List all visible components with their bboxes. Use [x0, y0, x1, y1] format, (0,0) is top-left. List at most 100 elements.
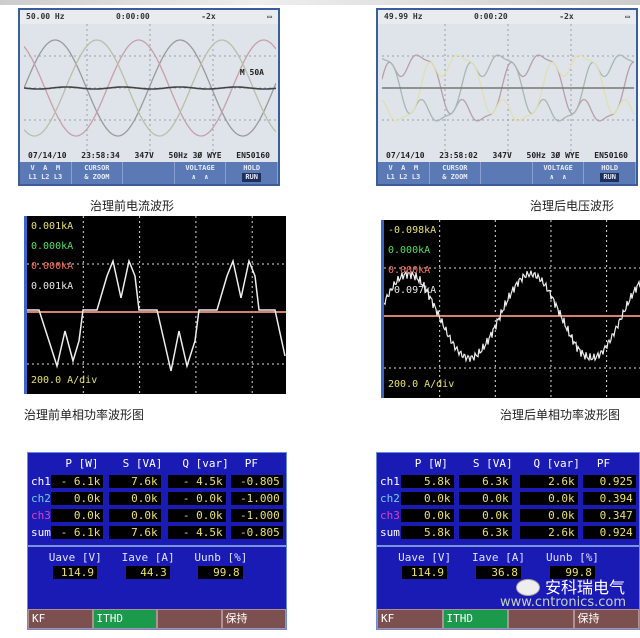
- channel-readout-3: 0.000kA: [388, 265, 431, 276]
- cell-s: 0.0k: [458, 492, 512, 505]
- cropped-header-strip: [0, 0, 640, 5]
- cell-p: 0.0k: [51, 509, 104, 522]
- cell-q: 2.6k: [519, 526, 578, 539]
- current-trace: [27, 258, 286, 372]
- info-std: EN50160: [594, 151, 628, 160]
- info-line: 07/14/10 23:58:02 347V 50Hz 3Ø WYE EN50160: [378, 151, 636, 162]
- channel-readout-1: -0.098kA: [388, 225, 437, 236]
- average-value: 114.9: [52, 566, 97, 579]
- channel-readout-4: 0.001kA: [31, 281, 74, 292]
- function-key-2[interactable]: [508, 609, 574, 629]
- average-header: Uave [V] Iave [A] Uunb [%]: [28, 551, 286, 566]
- info-config: 50Hz 3Ø WYE: [168, 151, 222, 160]
- cell-q: - 4.5k: [168, 475, 226, 488]
- function-key-3[interactable]: 保持: [573, 609, 639, 629]
- info-clock: 23:58:34: [81, 151, 120, 160]
- softkey-4[interactable]: HOLD RUN: [584, 162, 636, 184]
- table-row: ch3 0.0k 0.0k 0.0k 0.347: [377, 509, 639, 524]
- column-header: PF: [244, 457, 259, 470]
- channel-readout-2: 0.000kA: [388, 245, 431, 256]
- column-header: S [VA]: [472, 457, 513, 470]
- column-header: Q [var]: [182, 457, 229, 470]
- neutral-marker: M 50A: [239, 68, 264, 77]
- cell-s: 7.6k: [108, 526, 161, 539]
- function-key-1[interactable]: ITHD: [92, 609, 157, 629]
- cell-q: 0.0k: [519, 509, 578, 522]
- table-header: P [W] S [VA] Q [var] PF: [377, 457, 639, 471]
- cell-pf: 0.925: [582, 475, 636, 488]
- status-bar: 50.00 Hz 0:00:00 -2x ▭: [20, 10, 278, 24]
- cell-p: 0.0k: [400, 509, 454, 522]
- waveform-plot: [382, 24, 634, 152]
- cell-pf: 0.347: [582, 509, 636, 522]
- phase-voltage-trace: [382, 54, 634, 122]
- run-indicator: RUN: [242, 173, 261, 182]
- channel-readout-4: -0.097kA: [388, 285, 437, 296]
- power-table-before: P [W] S [VA] Q [var] PF ch1- 6.1k 7.6k - 4.5k -…: [27, 452, 287, 630]
- caption-power-wave-after: 治理后单相功率波形图: [500, 408, 621, 422]
- table-row: sum 5.8k 6.3k 2.6k 0.924: [377, 526, 639, 541]
- softkey-0[interactable]: V A M L1 L2 L3: [378, 162, 430, 184]
- function-key-bar: KF ITHD 保持: [377, 609, 639, 629]
- table-row: ch2 0.0k 0.0k - 0.0k -1.000: [28, 492, 286, 507]
- power-wave-before-scope: 0.001kA 0.000kA 0.000kA 0.001kA 200.0 A/div: [24, 216, 286, 394]
- softkey-0[interactable]: V A M L1 L2 L3: [20, 162, 72, 184]
- softkey-1[interactable]: CURSOR & ZOOM: [72, 162, 124, 184]
- power-wave-after-scope: -0.098kA 0.000kA 0.000kA -0.097kA 200.0 A/di…: [381, 220, 640, 398]
- function-key-1[interactable]: ITHD: [442, 609, 508, 629]
- average-header-label: Uunb [%]: [194, 551, 248, 564]
- phase-current-trace: [24, 39, 276, 137]
- elapsed-time: 0:00:00: [116, 12, 150, 21]
- divider: [28, 545, 286, 547]
- cell-pf: -0.805: [230, 475, 283, 488]
- average-values: 114.9 36.8 99.8: [377, 566, 639, 581]
- softkey-3[interactable]: VOLTAGE ∧ ∧: [533, 162, 585, 184]
- softkey-4[interactable]: HOLD RUN: [226, 162, 278, 184]
- softkey-1[interactable]: CURSOR & ZOOM: [430, 162, 482, 184]
- cell-p: 0.0k: [51, 492, 104, 505]
- neutral-trace: [24, 86, 276, 90]
- cell-pf: -1.000: [230, 492, 283, 505]
- cell-p: - 6.1k: [51, 526, 104, 539]
- cell-q: - 0.0k: [168, 509, 226, 522]
- cell-s: 0.0k: [108, 492, 161, 505]
- function-key-bar: KF ITHD 保持: [28, 609, 286, 629]
- function-key-3[interactable]: 保持: [221, 609, 286, 629]
- cell-q: - 0.0k: [168, 492, 226, 505]
- column-header: P [W]: [414, 457, 448, 470]
- phase-voltage-trace: [382, 54, 634, 122]
- elapsed-time: 0:00:20: [474, 12, 508, 21]
- info-config: 50Hz 3Ø WYE: [526, 151, 580, 160]
- column-header: S [VA]: [122, 457, 163, 470]
- frequency-readout: 49.99 Hz: [384, 12, 423, 21]
- phase-current-trace: [24, 39, 276, 137]
- caption-current-before: 治理前电流波形: [90, 199, 175, 213]
- channel-label: ch3: [380, 509, 400, 522]
- average-values: 114.9 44.3 99.8: [28, 566, 286, 581]
- status-bar: 49.99 Hz 0:00:20 -2x ▭: [378, 10, 636, 24]
- cell-pf: -1.000: [230, 509, 283, 522]
- channel-label: sum: [31, 526, 51, 539]
- waveform-plot: [27, 216, 286, 394]
- function-key-2[interactable]: [157, 609, 222, 629]
- average-header-label: Uunb [%]: [545, 551, 599, 564]
- info-date: 07/14/10: [28, 151, 67, 160]
- frequency-readout: 50.00 Hz: [26, 12, 65, 21]
- column-header: Q [var]: [533, 457, 580, 470]
- average-header-label: Uave [V]: [398, 551, 452, 564]
- cell-s: 6.3k: [458, 526, 512, 539]
- softkey-3[interactable]: VOLTAGE ∧ ∧: [175, 162, 227, 184]
- caption-power-wave-before: 治理前单相功率波形图: [24, 408, 145, 422]
- info-std: EN50160: [236, 151, 270, 160]
- softkey-2[interactable]: [481, 162, 533, 184]
- table-row: sum - 6.1k 7.6k - 4.5k -0.805: [28, 526, 286, 541]
- cell-p: 5.8k: [400, 526, 454, 539]
- info-clock: 23:58:02: [439, 151, 478, 160]
- function-key-0[interactable]: KF: [28, 609, 93, 629]
- average-value: 36.8: [476, 566, 521, 579]
- cell-p: 0.0k: [400, 492, 454, 505]
- function-key-0[interactable]: KF: [377, 609, 443, 629]
- table-header: P [W] S [VA] Q [var] PF: [28, 457, 286, 471]
- channel-label: ch2: [380, 492, 400, 505]
- softkey-2[interactable]: [123, 162, 175, 184]
